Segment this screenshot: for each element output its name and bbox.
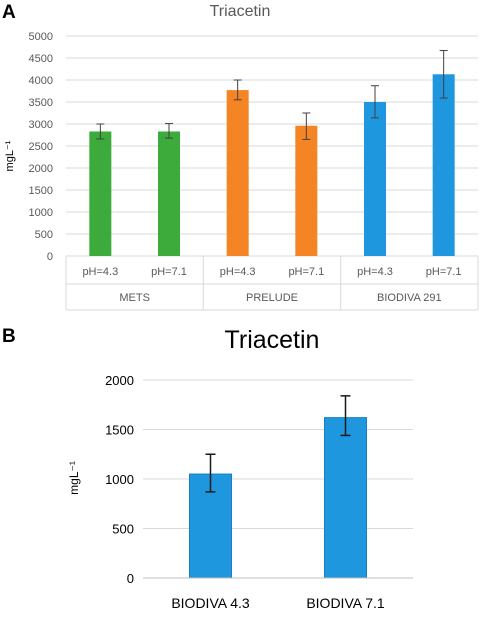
chart-a-title: Triacetin — [210, 3, 271, 20]
a-bar — [364, 102, 386, 256]
b-xtick-label: BIODIVA 4.3 — [171, 595, 250, 611]
chart-a-ylabel: mgL⁻¹ — [4, 140, 16, 171]
b-ytick-label: 1000 — [105, 472, 134, 487]
b-ytick-label: 0 — [127, 571, 134, 586]
b-xtick-label: BIODIVA 7.1 — [306, 595, 385, 611]
a-ytick-label: 3500 — [29, 97, 53, 109]
a-group-label: PRELUDE — [246, 292, 298, 304]
a-ytick-label: 5000 — [29, 31, 53, 43]
a-ytick-label: 2500 — [29, 141, 53, 153]
a-ytick-label: 3000 — [29, 119, 53, 131]
a-xtick-label: pH=7.1 — [288, 266, 324, 278]
a-bar — [226, 90, 249, 257]
a-bar — [89, 131, 112, 256]
chart-b-title: Triacetin — [225, 326, 320, 354]
panel-a: A Triacetin mgL⁻¹ 0 500 1000 1500 2000 2500 30… — [2, 2, 479, 311]
a-xtick-label: pH=4.3 — [357, 266, 393, 278]
b-ytick-label: 500 — [112, 522, 134, 537]
panel-b: B Triacetin mgL⁻¹ 0 500 1000 1500 2000 BIODI… — [2, 326, 413, 611]
chart-b-ylabel: mgL⁻¹ — [67, 461, 81, 495]
a-ytick-label: 0 — [47, 251, 53, 263]
a-ytick-label: 1500 — [29, 185, 53, 197]
b-ytick-label: 2000 — [105, 373, 134, 388]
a-ytick-label: 4000 — [29, 75, 53, 87]
a-xtick-label: pH=4.3 — [82, 266, 118, 278]
b-ytick-label: 1500 — [105, 423, 134, 438]
panel-b-label: B — [2, 326, 16, 347]
a-xtick-label: pH=7.1 — [151, 266, 187, 278]
panel-a-label: A — [2, 2, 16, 23]
b-bar — [324, 417, 367, 579]
a-ytick-label: 4500 — [29, 53, 53, 65]
a-bar — [295, 125, 318, 256]
a-xtick-label: pH=4.3 — [220, 266, 256, 278]
a-ytick-label: 1000 — [29, 207, 53, 219]
a-ytick-label: 500 — [35, 229, 53, 241]
a-ytick-label: 2000 — [29, 163, 53, 175]
a-xtick-label: pH=7.1 — [426, 266, 462, 278]
a-group-label: BIODIVA 291 — [377, 292, 442, 304]
a-bar — [158, 131, 180, 256]
a-bar — [432, 74, 455, 256]
a-group-label: METS — [119, 292, 150, 304]
